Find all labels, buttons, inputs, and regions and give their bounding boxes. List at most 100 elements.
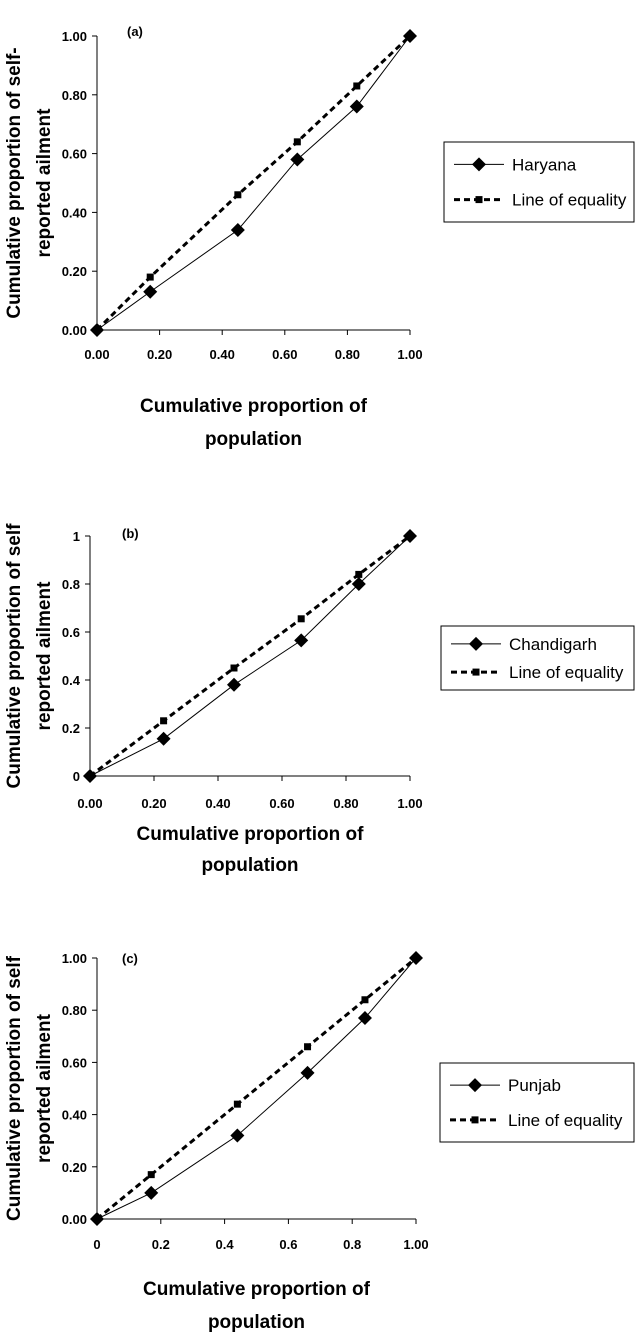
- data-point-square: [233, 1100, 241, 1108]
- y-axis-title: Cumulative proportion of self: [4, 955, 25, 1221]
- concentration-curve: [89, 535, 411, 777]
- y-axis-title: reported ailment: [34, 581, 55, 731]
- x-tick-label: 0.60: [272, 347, 297, 362]
- equality-line: [89, 534, 411, 778]
- data-point-diamond: [227, 677, 241, 692]
- data-point-square: [160, 717, 168, 725]
- data-point-diamond: [156, 731, 171, 746]
- data-point-diamond: [230, 1128, 245, 1143]
- data-point-square: [93, 326, 101, 334]
- x-tick-label: 0.60: [269, 796, 294, 811]
- legend-box: [443, 141, 635, 223]
- data-point-square: [412, 954, 420, 962]
- y-axis-title: reported ailment: [34, 108, 55, 258]
- data-point-square: [147, 1171, 155, 1179]
- x-tick-label: 1.00: [397, 347, 422, 362]
- data-point-square: [86, 772, 94, 780]
- y-tick-label: 0.80: [62, 1003, 87, 1018]
- x-tick-label: 0.4: [216, 1237, 235, 1252]
- y-tick-label: 1.00: [62, 29, 87, 44]
- y-tick-label: 0.00: [62, 1212, 87, 1227]
- data-point-diamond: [230, 223, 245, 238]
- x-tick-label: 0.6: [279, 1237, 297, 1252]
- data-point-diamond: [290, 152, 305, 167]
- y-tick-label: 0.20: [62, 1160, 87, 1175]
- x-axis-title: population: [208, 1312, 305, 1333]
- legend-label: Line of equality: [508, 1111, 623, 1130]
- concentration-curve: [96, 35, 411, 331]
- x-axis-title: population: [201, 855, 298, 876]
- y-axis-title: reported ailment: [34, 1013, 55, 1163]
- chart-a: 0.00 0.20 0.40 0.60 0.80 1.00 0.00 0.20 0.40 0.60…: [4, 24, 635, 450]
- data-point-square: [234, 191, 242, 199]
- x-tick-label: 0.40: [205, 796, 230, 811]
- chart-c: 0.00 0.20 0.40 0.60 0.80 1.00 0 0.2 0.4 0.6 0.8 1.0…: [4, 951, 635, 1333]
- y-tick-label: 0.6: [62, 625, 80, 640]
- data-point-square: [406, 32, 414, 40]
- data-point-diamond: [143, 284, 158, 299]
- data-point-square: [406, 532, 414, 540]
- y-tick-label: 0.20: [62, 264, 87, 279]
- legend-box: [440, 625, 635, 691]
- legend-square-marker: [471, 1116, 479, 1124]
- chart-b: 0 0.2 0.4 0.6 0.8 1 0.00 0.20 0.40 0.60 0.80 1.00 (b…: [4, 523, 635, 876]
- data-point-square: [146, 273, 154, 281]
- legend-label: Line of equality: [509, 663, 624, 682]
- panel-label: (c): [122, 951, 138, 966]
- y-tick-label: 0.8: [62, 577, 80, 592]
- data-point-diamond: [300, 1065, 315, 1080]
- panel-label: (b): [122, 526, 139, 541]
- data-point-diamond: [351, 577, 366, 591]
- y-tick-label: 1: [73, 529, 80, 544]
- data-point-diamond: [349, 99, 364, 114]
- y-tick-label: 1.00: [62, 951, 87, 966]
- legend-label: Punjab: [508, 1076, 561, 1095]
- y-axis-title: Cumulative proportion of self-: [4, 47, 25, 318]
- x-tick-label: 0.8: [343, 1237, 361, 1252]
- y-axis-title: Cumulative proportion of self: [4, 523, 25, 789]
- legend-label: Chandigarh: [509, 635, 597, 654]
- x-tick-label: 0.80: [335, 347, 360, 362]
- x-axis-title: population: [205, 429, 302, 450]
- x-tick-label: 0.20: [141, 796, 166, 811]
- y-tick-label: 0.4: [62, 673, 81, 688]
- y-tick-label: 0.00: [62, 323, 87, 338]
- x-tick-label: 0.2: [152, 1237, 170, 1252]
- data-point-square: [353, 82, 361, 90]
- data-point-diamond: [357, 1011, 372, 1026]
- y-tick-label: 0.60: [62, 147, 87, 162]
- x-tick-label: 0.80: [333, 796, 358, 811]
- y-tick-label: 0.80: [62, 88, 87, 103]
- data-point-diamond: [144, 1185, 159, 1200]
- legend-label: Haryana: [512, 155, 577, 174]
- data-point-square: [293, 138, 301, 146]
- legend-diamond-marker: [468, 1078, 482, 1093]
- legend-diamond-marker: [472, 157, 486, 172]
- x-tick-label: 1.00: [403, 1237, 428, 1252]
- y-tick-label: 0.60: [62, 1055, 87, 1070]
- legend-diamond-marker: [469, 636, 483, 651]
- y-tick-label: 0.40: [62, 1108, 87, 1123]
- data-point-square: [304, 1043, 312, 1051]
- legend-square-marker: [472, 668, 480, 676]
- data-point-square: [297, 615, 305, 623]
- x-tick-label: 1.00: [397, 796, 422, 811]
- data-point-square: [230, 664, 238, 672]
- x-axis-title: Cumulative proportion of: [137, 824, 365, 845]
- x-tick-label: 0.40: [210, 347, 235, 362]
- data-point-square: [93, 1215, 101, 1223]
- x-tick-label: 0.00: [84, 347, 109, 362]
- x-tick-label: 0: [93, 1237, 100, 1252]
- data-point-square: [355, 570, 363, 578]
- equality-line: [95, 34, 412, 332]
- legend-box: [439, 1062, 635, 1143]
- panel-label: (a): [127, 24, 143, 39]
- legend-square-marker: [475, 196, 483, 204]
- y-tick-label: 0.2: [62, 721, 80, 736]
- data-point-diamond: [294, 633, 309, 648]
- concentration-curve: [96, 957, 417, 1220]
- x-tick-label: 0.20: [147, 347, 172, 362]
- x-axis-title: Cumulative proportion of: [143, 1279, 371, 1300]
- y-tick-label: 0.40: [62, 205, 87, 220]
